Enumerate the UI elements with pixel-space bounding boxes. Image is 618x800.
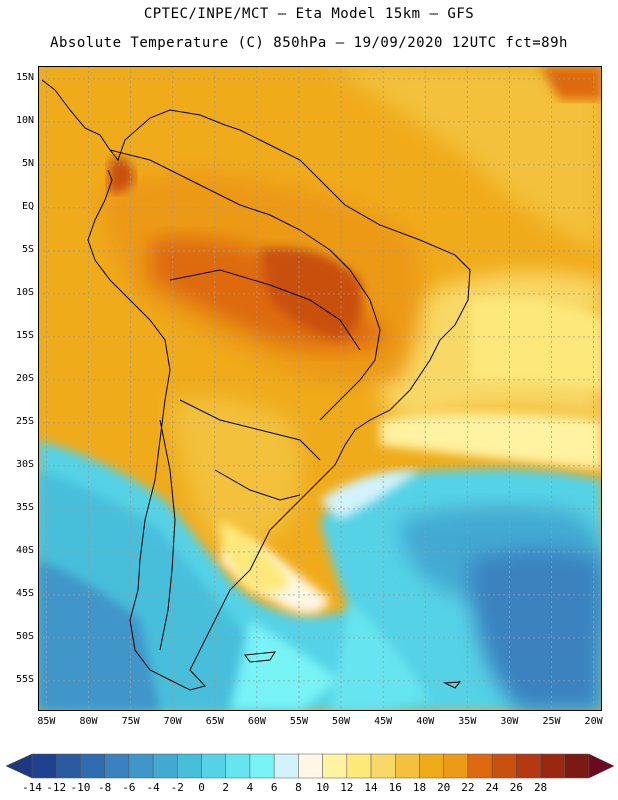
- lat-label: 35S: [15, 501, 34, 513]
- lat-label: 55S: [15, 673, 34, 685]
- colorbar-tick-label: 2: [222, 781, 230, 794]
- lon-label: 35W: [458, 716, 477, 727]
- lon-label: 25W: [542, 716, 561, 727]
- colorbar-max-arrow: [588, 753, 615, 779]
- map-title: CPTEC/INPE/MCT – Eta Model 15km – GFS: [143, 6, 475, 22]
- colorbar-swatch: [443, 753, 469, 779]
- lat-label: 5S: [21, 243, 34, 255]
- colorbar-tick-label: 28: [533, 781, 548, 794]
- lat-label: 45S: [15, 587, 34, 599]
- lon-label: 85W: [37, 716, 56, 727]
- colorbar-swatch: [128, 753, 154, 779]
- lat-label: 30S: [15, 458, 34, 470]
- lon-label: 40W: [416, 716, 435, 727]
- lat-label: 5N: [21, 157, 34, 169]
- colorbar-swatch: [419, 753, 444, 779]
- colorbar-tick-label: 26: [509, 781, 523, 794]
- lat-label: 20S: [15, 372, 34, 384]
- colorbar-swatch: [249, 753, 275, 779]
- lat-label: 10N: [15, 114, 34, 126]
- colorbar-swatch: [298, 753, 323, 779]
- colorbar-tick-label: 10: [315, 781, 330, 794]
- lon-label: 75W: [121, 716, 140, 727]
- colorbar-tick-label: 4: [246, 781, 254, 794]
- colorbar-swatch: [516, 753, 541, 779]
- colorbar-tick-label: 24: [485, 781, 499, 794]
- lat-label: 15S: [15, 329, 34, 341]
- lon-label: 80W: [79, 716, 98, 727]
- lat-label: 15N: [15, 71, 34, 83]
- colorbar-swatch: [564, 753, 590, 779]
- colorbar-swatch: [370, 753, 396, 779]
- colorbar-tick-label: 18: [412, 781, 427, 794]
- colorbar-tick-label: 14: [364, 781, 378, 794]
- colorbar-tick-label: -12: [46, 781, 67, 794]
- colorbar-swatch: [395, 753, 420, 779]
- colorbar-swatch: [177, 753, 202, 779]
- colorbar-tick-label: -6: [122, 781, 136, 794]
- map-frame: [38, 66, 602, 711]
- lat-label: 50S: [15, 630, 34, 642]
- lon-label: 45W: [374, 716, 393, 727]
- colorbar-swatch: [491, 753, 517, 779]
- lat-label: 10S: [15, 286, 34, 298]
- map-subtitle: Absolute Temperature (C) 850hPa – 19/09/…: [50, 35, 568, 51]
- colorbar-swatch: [104, 753, 130, 779]
- colorbar-tick-label: -14: [22, 781, 42, 794]
- colorbar-tick-label: 6: [270, 781, 278, 794]
- colorbar-swatch: [467, 753, 493, 779]
- lon-label: 50W: [332, 716, 351, 727]
- colorbar-tick-label: -10: [70, 781, 91, 794]
- lat-label: 40S: [15, 544, 34, 556]
- lon-label: 65W: [205, 716, 224, 727]
- temperature-field: [38, 66, 602, 711]
- colorbar-swatch: [201, 753, 226, 779]
- lon-label: 20W: [584, 716, 603, 727]
- coastlines: [41, 79, 471, 691]
- colorbar-tick-label: -4: [146, 781, 160, 794]
- colorbar-swatch: [55, 753, 81, 779]
- colorbar-min-arrow: [5, 753, 33, 779]
- colorbar-swatch: [225, 753, 251, 779]
- colorbar-swatch: [273, 753, 299, 779]
- colorbar-tick-label: 8: [295, 781, 302, 794]
- lat-label: 25S: [15, 415, 34, 427]
- colorbar-swatch: [152, 753, 178, 779]
- colorbar-tick-label: 20: [437, 781, 451, 794]
- colorbar-swatch: [540, 753, 566, 779]
- colorbar-swatch: [346, 753, 372, 779]
- colorbar-tick-label: 16: [388, 781, 402, 794]
- colorbar-swatch: [31, 753, 57, 779]
- lon-label: 70W: [163, 716, 182, 727]
- lat-lon-grid: [38, 66, 602, 711]
- lat-label: EQ: [21, 200, 34, 212]
- colorbar-tick-label: -2: [170, 781, 184, 794]
- colorbar-tick-label: 12: [340, 781, 354, 794]
- colorbar-tick-label: -8: [98, 781, 112, 794]
- colorbar-tick-label: 22: [461, 781, 475, 794]
- colorbar-swatch: [322, 753, 348, 779]
- colorbar-swatch: [80, 753, 105, 779]
- lon-label: 60W: [247, 716, 266, 727]
- colorbar-tick-label: 0: [198, 781, 205, 794]
- lon-label: 55W: [289, 716, 308, 727]
- lon-label: 30W: [500, 716, 519, 727]
